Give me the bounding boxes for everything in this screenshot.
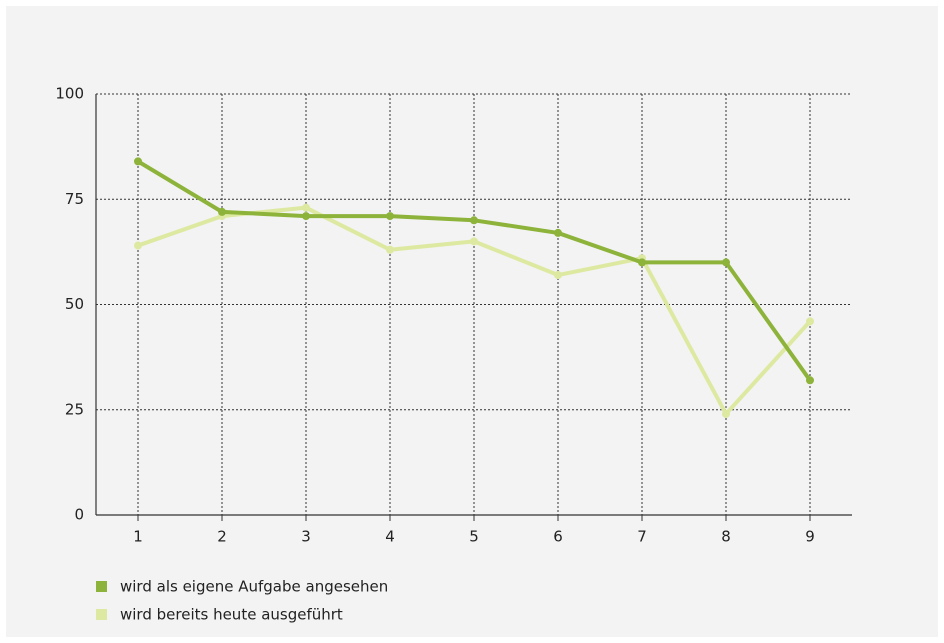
point: [470, 237, 478, 246]
point: [722, 258, 730, 267]
point: [302, 212, 310, 221]
y-tick-label: 0: [74, 506, 84, 524]
panel: [6, 6, 938, 637]
legend-label: wird als eigene Aufgabe angesehen: [120, 578, 388, 596]
point: [806, 376, 814, 385]
y-tick-label: 50: [65, 295, 84, 313]
legend-swatch: [96, 609, 107, 620]
point: [134, 241, 142, 250]
point: [470, 216, 478, 225]
point: [554, 228, 562, 237]
x-tick-label: 7: [637, 528, 647, 546]
point: [722, 409, 730, 418]
point: [134, 157, 142, 166]
y-tick-label: 25: [65, 400, 84, 418]
point: [638, 258, 646, 267]
y-tick-label: 75: [65, 190, 84, 208]
y-tick-label: 100: [55, 85, 84, 103]
x-tick-label: 4: [385, 528, 395, 546]
x-tick-label: 8: [721, 528, 731, 546]
x-tick-label: 6: [553, 528, 563, 546]
x-tick-label: 2: [217, 528, 227, 546]
x-tick-label: 3: [301, 528, 311, 546]
point: [386, 212, 394, 221]
point: [806, 317, 814, 326]
x-tick-label: 9: [805, 528, 815, 546]
legend-label: wird bereits heute ausgeführt: [120, 606, 343, 624]
legend-swatch: [96, 581, 107, 592]
point: [386, 245, 394, 254]
point: [218, 207, 226, 216]
x-tick-label: 1: [133, 528, 143, 546]
x-tick-label: 5: [469, 528, 479, 546]
point: [554, 271, 562, 280]
point: [302, 203, 310, 212]
